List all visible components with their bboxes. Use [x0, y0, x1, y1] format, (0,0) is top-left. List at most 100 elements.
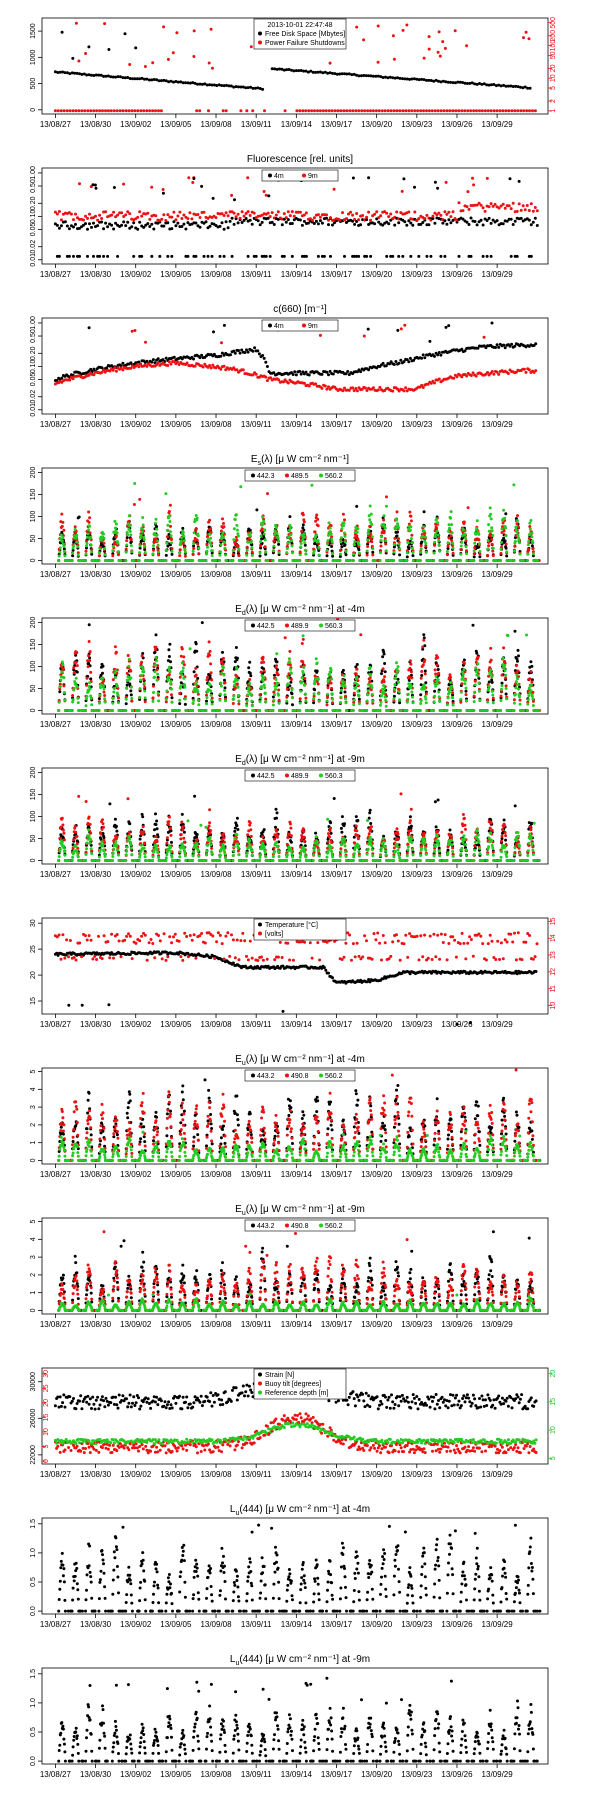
data-point — [291, 373, 295, 376]
data-point — [465, 559, 469, 562]
data-point — [373, 222, 377, 226]
data-point — [106, 74, 110, 78]
data-point — [501, 222, 505, 226]
data-point — [352, 72, 356, 76]
data-layer — [53, 321, 538, 393]
data-point — [231, 552, 235, 556]
data-point — [494, 346, 497, 349]
data-point — [355, 530, 359, 534]
data-point — [383, 675, 387, 679]
data-point — [435, 529, 439, 533]
data-point — [469, 216, 473, 220]
data-point — [167, 655, 171, 658]
data-point — [128, 63, 132, 66]
data-point — [233, 542, 237, 546]
data-point — [176, 80, 180, 84]
data-point — [104, 709, 108, 712]
data-point — [300, 642, 304, 645]
data-point — [377, 220, 381, 224]
data-point — [345, 221, 348, 224]
data-point — [143, 65, 147, 68]
data-point — [58, 546, 62, 550]
data-point — [280, 67, 284, 71]
data-point — [476, 346, 480, 350]
data-point — [244, 559, 248, 562]
data-point — [514, 664, 518, 668]
data-point — [308, 559, 312, 562]
data-point — [154, 521, 157, 525]
data-point — [245, 553, 249, 557]
data-point — [177, 363, 181, 366]
data-point — [338, 559, 342, 562]
data-point — [503, 346, 507, 350]
data-point — [113, 645, 117, 649]
data-point — [439, 109, 443, 113]
data-point — [375, 559, 379, 562]
data-point — [219, 354, 223, 358]
data-point — [313, 674, 317, 678]
data-point — [255, 508, 259, 512]
data-point — [427, 47, 431, 51]
data-point — [112, 684, 116, 688]
data-point — [198, 82, 202, 86]
data-point — [191, 181, 195, 184]
data-point — [472, 183, 476, 187]
data-point — [295, 559, 299, 562]
data-point — [513, 544, 517, 548]
data-point — [223, 540, 226, 544]
data-point — [256, 219, 260, 223]
data-point — [408, 666, 412, 670]
data-point — [184, 227, 188, 231]
data-point — [98, 693, 102, 697]
data-point — [261, 87, 265, 91]
data-point — [218, 254, 222, 258]
data-point — [87, 654, 91, 658]
data-point — [159, 79, 163, 83]
data-point — [511, 85, 515, 88]
data-point — [395, 534, 399, 538]
data-point — [370, 535, 374, 539]
data-point — [377, 109, 381, 113]
data-point — [60, 376, 64, 380]
data-point — [89, 535, 93, 539]
data-point — [75, 71, 79, 75]
data-point — [133, 109, 137, 113]
data-point — [183, 547, 187, 551]
data-point — [396, 677, 400, 681]
data-point — [424, 550, 428, 554]
data-point — [515, 530, 519, 534]
x-tick-label: 13/09/20 — [361, 420, 393, 429]
data-point — [461, 528, 465, 532]
data-point — [208, 224, 212, 228]
data-point — [454, 109, 458, 113]
data-point — [291, 551, 294, 555]
data-point — [499, 84, 503, 88]
data-point — [513, 344, 517, 348]
data-point — [310, 218, 314, 222]
data-point — [449, 516, 452, 520]
data-point — [140, 530, 144, 534]
data-point — [316, 70, 320, 74]
data-point — [273, 536, 277, 540]
data-point — [369, 670, 373, 674]
data-point — [505, 559, 509, 562]
data-point — [232, 85, 236, 89]
data-point — [408, 77, 412, 81]
data-point — [222, 323, 226, 327]
data-point — [382, 514, 386, 518]
data-point — [354, 672, 358, 676]
data-point — [495, 219, 499, 223]
data-point — [369, 537, 373, 541]
data-point — [190, 217, 194, 221]
data-point — [290, 68, 293, 72]
data-point — [188, 211, 192, 215]
data-point — [355, 220, 359, 223]
data-point — [357, 218, 361, 222]
x-tick-label: 13/09/02 — [120, 120, 152, 129]
data-point — [71, 694, 75, 697]
data-point — [161, 191, 165, 195]
data-point — [157, 79, 161, 83]
data-point — [331, 71, 334, 75]
data-point — [465, 205, 469, 209]
data-point — [529, 202, 533, 206]
